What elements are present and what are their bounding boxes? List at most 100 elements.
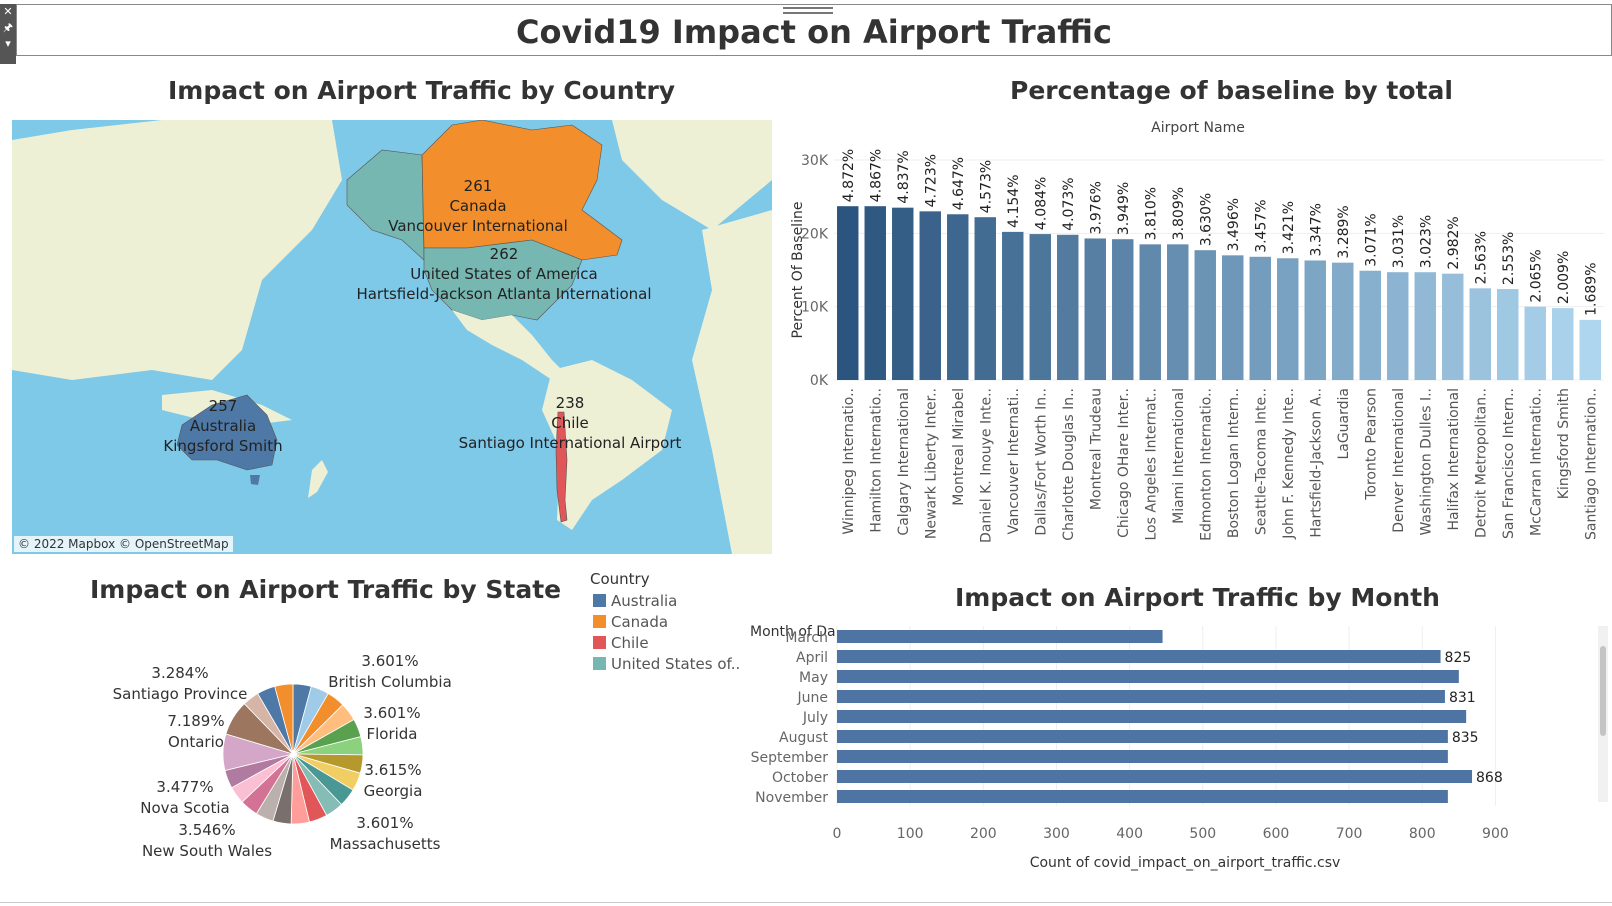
bar-chart-header: Airport Name [1151, 120, 1245, 136]
map-marker-chile[interactable]: 238 Chile Santiago International Airport [459, 393, 682, 453]
month-bar [837, 770, 1473, 783]
bar-data-label: 3.457% [1253, 199, 1269, 252]
x-tick-label: 200 [970, 826, 997, 842]
region-usa[interactable] [423, 239, 583, 321]
bar [1139, 244, 1161, 380]
x-tick-label: John F. Kennedy Inte.. [1281, 388, 1297, 540]
map-marker-canada[interactable]: 261 Canada Vancouver International [388, 176, 568, 236]
month-bar [837, 670, 1459, 683]
month-bar [837, 690, 1445, 703]
bar-data-label: 2.553% [1501, 232, 1517, 285]
bar [1442, 273, 1464, 380]
land-south-america [542, 360, 672, 530]
drag-handle-icon[interactable] [783, 7, 833, 17]
pie-label-name: Nova Scotia [140, 799, 230, 817]
marker-country: Canada [449, 197, 507, 215]
bar-data-label: 3.810% [1143, 187, 1159, 240]
pie-label-massachusetts: 3.601% Massachusetts [330, 813, 441, 855]
legend-item-chile[interactable]: Chile [593, 634, 649, 652]
marker-country: Chile [551, 414, 589, 432]
bar [1057, 234, 1079, 380]
bar-data-label: 2.009% [1556, 251, 1572, 304]
region-tasmania[interactable] [250, 475, 260, 485]
marker-airport: Vancouver International [388, 217, 568, 235]
legend-item-canada[interactable]: Canada [593, 613, 668, 631]
x-tick-label: Dallas/Fort Worth In.. [1033, 388, 1049, 536]
pie-label-pct: 3.615% [364, 761, 422, 779]
map-credit[interactable]: © 2022 Mapbox © OpenStreetMap [14, 536, 233, 552]
bar [1387, 272, 1409, 380]
bar-chart-title: Percentage of baseline by total [1010, 76, 1453, 105]
month-label: September [751, 750, 829, 766]
bar [1194, 250, 1216, 380]
pie-label-new-south-wales: 3.546% New South Wales [142, 820, 272, 862]
x-tick-label: 800 [1409, 826, 1436, 842]
month-label: August [779, 730, 829, 746]
bar [1552, 308, 1574, 380]
land-greenland [612, 120, 772, 230]
legend-swatch [593, 594, 606, 607]
pie-slice [274, 683, 294, 755]
pie-label-pct: 3.601% [363, 704, 421, 722]
month-label: May [799, 670, 828, 686]
region-chile[interactable] [555, 411, 568, 523]
month-bar [837, 710, 1467, 723]
legend-swatch [593, 615, 606, 628]
bar [947, 214, 969, 380]
bar-data-label: 3.809% [1171, 187, 1187, 240]
x-tick-label: 500 [1189, 826, 1216, 842]
marker-airport: Hartsfield-Jackson Atlanta International [356, 285, 652, 303]
x-tick-label: 300 [1043, 826, 1070, 842]
legend-label: Chile [611, 634, 649, 652]
region-alaska[interactable] [346, 149, 425, 261]
month-data-label: 835 [1452, 730, 1479, 746]
map-marker-australia[interactable]: 257 Australia Kingsford Smith [163, 396, 282, 456]
bar-data-label: 4.573% [978, 160, 994, 213]
bar-data-label: 4.872% [841, 149, 857, 202]
pie-label-florida: 3.601% Florida [363, 703, 420, 745]
legend-item-usa[interactable]: United States of.. [593, 655, 740, 673]
month-label: June [797, 690, 829, 706]
close-icon[interactable]: ✕ [3, 5, 13, 18]
pie-label-name: British Columbia [328, 673, 452, 691]
x-tick-label: Charlotte Douglas In.. [1061, 388, 1077, 541]
bar-data-label: 2.982% [1446, 216, 1462, 269]
bar [837, 206, 859, 380]
marker-count: 257 [208, 397, 238, 415]
chevron-down-icon[interactable]: ▾ [5, 37, 11, 50]
bar-data-label: 2.065% [1528, 249, 1544, 302]
bar [1524, 306, 1546, 380]
bar-data-label: 2.563% [1473, 231, 1489, 284]
marker-airport: Santiago International Airport [458, 434, 682, 452]
map-marker-usa[interactable]: 262 United States of America Hartsfield-… [356, 244, 651, 304]
country-map[interactable]: 261 Canada Vancouver International 262 U… [12, 120, 772, 554]
pin-icon[interactable]: 🖈 [2, 21, 14, 34]
bar [974, 217, 996, 380]
x-tick-label: Boston Logan Intern.. [1226, 388, 1242, 538]
month-bar [837, 630, 1163, 643]
legend-item-australia[interactable]: Australia [593, 592, 677, 610]
bar [1002, 231, 1024, 380]
dashboard-bottom-border [0, 902, 1612, 903]
month-chart-title: Impact on Airport Traffic by Month [955, 583, 1440, 612]
bar-data-label: 4.867% [868, 149, 884, 202]
legend-label: United States of.. [611, 655, 741, 673]
bar [1112, 239, 1134, 380]
bar [1029, 234, 1051, 380]
y-tick-label: 10K [801, 300, 829, 316]
x-tick-label: Santiago Internation.. [1583, 388, 1599, 540]
month-bar [837, 790, 1448, 803]
bar [1497, 289, 1519, 380]
bar [1359, 270, 1381, 380]
pie-label-pct: 7.189% [167, 712, 225, 730]
bar-data-label: 3.347% [1308, 203, 1324, 256]
region-australia[interactable] [176, 394, 278, 471]
pie-label-santiago-province: 3.284% Santiago Province [113, 663, 248, 705]
bar [892, 207, 914, 380]
x-tick-label: Washington Dulles I.. [1418, 388, 1434, 536]
x-tick-label: 900 [1482, 826, 1509, 842]
pie-label-name: Ontario [168, 733, 224, 751]
bar [1579, 319, 1601, 380]
x-tick-label: Kingsford Smith [1556, 388, 1572, 499]
month-data-label: 831 [1449, 690, 1476, 706]
